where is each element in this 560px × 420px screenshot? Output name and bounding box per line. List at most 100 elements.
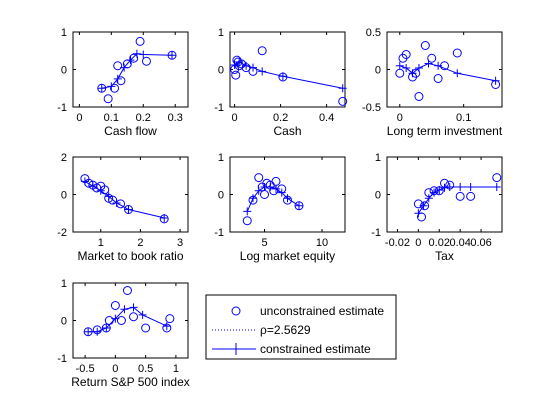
unconstrained-point (129, 312, 139, 322)
x-tick-label: 1 (173, 363, 179, 375)
constrained-point (162, 322, 171, 331)
y-tick-label: -1 (371, 227, 381, 239)
constrained-point (456, 183, 465, 191)
constrained-point (124, 205, 133, 214)
unconstrained-point (277, 184, 287, 194)
constrained-point (249, 194, 257, 203)
unconstrained-point (141, 323, 151, 333)
y-tick-label: -2 (57, 227, 67, 239)
unconstrained-point (248, 195, 258, 205)
unconstrained-point (83, 327, 93, 337)
constrained-point (97, 84, 106, 93)
x-tick-label: 3 (177, 237, 183, 249)
unconstrained-point (113, 61, 123, 71)
unconstrained-point (417, 212, 426, 222)
unconstrained-point (231, 70, 241, 80)
y-tick-label: 0 (61, 65, 67, 77)
unconstrained-point (440, 61, 449, 71)
x-tick-label: -0.02 (385, 237, 410, 249)
unconstrained-point (101, 323, 111, 333)
y-tick-label: 0 (61, 316, 67, 328)
unconstrained-point (159, 214, 169, 224)
constrained-point (295, 201, 303, 210)
y-tick-label: -0.5 (362, 102, 381, 114)
constrained-point (93, 327, 102, 336)
constrained-point (258, 67, 267, 76)
constrained-point (402, 64, 411, 72)
unconstrained-point (100, 185, 110, 195)
unconstrained-point (338, 96, 348, 106)
axes-box (72, 156, 189, 233)
y-tick-label: -1 (57, 102, 67, 114)
y-tick-label: 1 (61, 278, 67, 290)
x-tick-label: 5 (261, 237, 267, 249)
constrained-estimate-line (88, 306, 168, 333)
constrained-point (424, 194, 433, 203)
unconstrained-point (492, 173, 502, 183)
x-tick-label: 0.02 (429, 237, 450, 249)
unconstrained-point (234, 61, 244, 71)
constrained-point (430, 188, 439, 197)
x-tick-label: 0.2 (136, 112, 151, 124)
constrained-point (168, 51, 177, 60)
x-tick-label: 10 (316, 237, 328, 249)
y-tick-label: 1 (375, 152, 381, 164)
y-tick-label: 0 (218, 65, 224, 77)
unconstrained-point (104, 316, 114, 325)
unconstrained-point (440, 178, 449, 188)
constrained-point (395, 61, 404, 70)
unconstrained-point (283, 195, 292, 205)
constrained-estimate-line (399, 62, 496, 82)
unconstrained-point (257, 46, 267, 56)
axes-box (229, 31, 346, 108)
constrained-point (466, 183, 475, 191)
subplot-3: 0 0.1 -0.5 0 0.5 Long term investment (362, 27, 503, 138)
axes-box (72, 31, 189, 108)
unconstrained-point (141, 56, 151, 66)
legend-box (205, 294, 397, 360)
unconstrained-point (103, 94, 113, 104)
y-tick-label: 0.5 (366, 27, 381, 39)
subplot-1: 0 0.1 0.2 0.3 -1 0 1 Cash flow (57, 27, 189, 138)
unconstrained-point (92, 325, 102, 335)
unconstrained-point (254, 173, 264, 183)
unconstrained-point (260, 190, 269, 199)
y-tick-label: 1 (218, 152, 224, 164)
legend-circle-marker (231, 306, 241, 316)
unconstrained-point (108, 195, 118, 205)
y-tick-label: 1 (218, 27, 224, 39)
x-axis-label: Tax (435, 249, 454, 263)
x-axis-label: Long term investment (387, 124, 503, 138)
constrained-point (338, 84, 347, 93)
constrained-point (272, 184, 280, 193)
unconstrained-point (97, 83, 107, 93)
unconstrained-point (413, 199, 423, 209)
x-tick-label: 1 (98, 237, 104, 249)
legend-entry-rho: ρ=2.5629 (260, 323, 311, 337)
unconstrained-point (294, 201, 304, 211)
unconstrained-point (445, 180, 455, 190)
subplot-5: 5 10 -1 0 1 Log market equity (214, 152, 346, 263)
x-tick-label: 0 (415, 237, 421, 249)
unconstrained-point (122, 59, 132, 69)
unconstrained-point (162, 323, 172, 333)
constrained-point (243, 207, 252, 216)
constrained-point (120, 305, 129, 314)
x-tick-label: 0.2 (273, 112, 288, 124)
unconstrained-point (455, 191, 465, 201)
unconstrained-point (411, 68, 421, 78)
unconstrained-point (165, 314, 175, 324)
y-tick-label: 1 (61, 27, 67, 39)
x-tick-label: 0.1 (104, 112, 119, 124)
y-tick-label: -1 (214, 227, 224, 239)
constrained-point (283, 194, 292, 203)
unconstrained-point (420, 201, 430, 211)
unconstrained-point (110, 83, 120, 93)
unconstrained-point (491, 80, 501, 89)
unconstrained-point (452, 48, 462, 58)
legend: unconstrained estimate ρ=2.5629 constrai… (205, 294, 397, 360)
x-tick-label: -0.5 (76, 363, 95, 375)
x-tick-label: 0.1 (456, 112, 471, 124)
